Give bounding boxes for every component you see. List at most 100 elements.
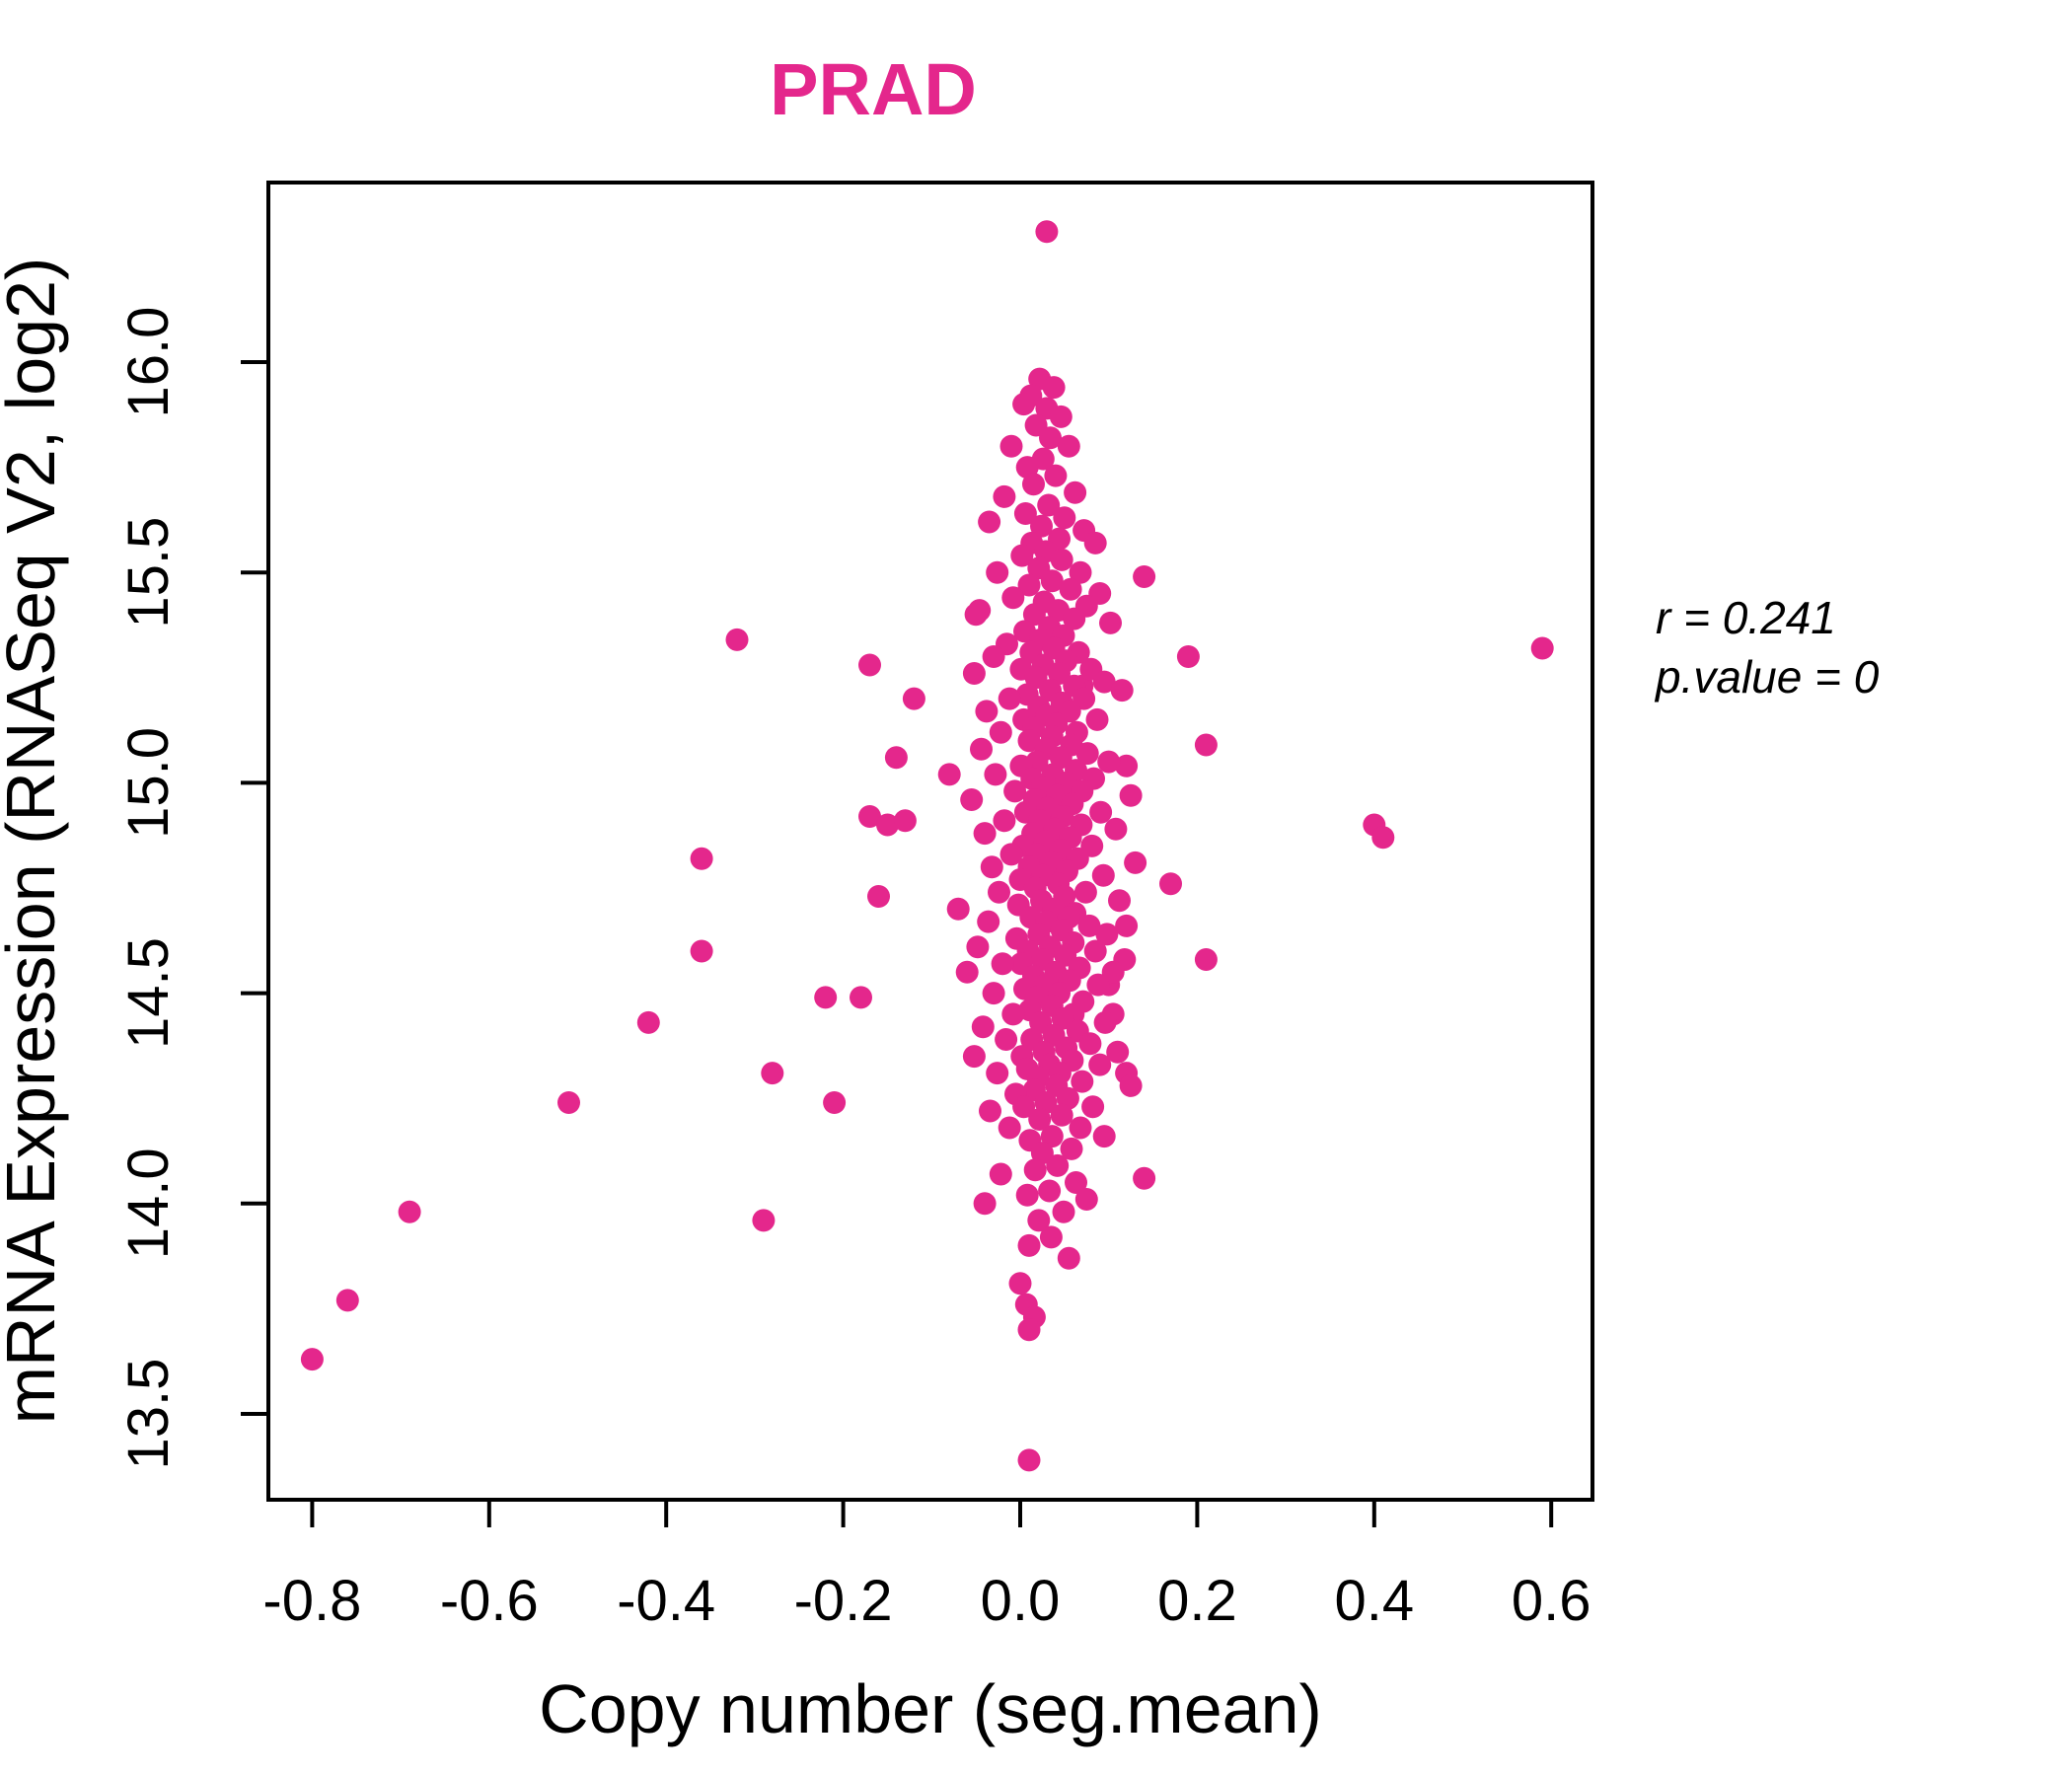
data-point (1049, 746, 1073, 770)
data-point (1028, 1108, 1052, 1131)
data-point (1023, 1158, 1047, 1182)
data-point (1083, 939, 1107, 963)
data-point (1012, 1095, 1036, 1119)
data-point (823, 1091, 847, 1114)
pvalue-annotation: p.value = 0 (1654, 651, 1880, 703)
data-point (970, 737, 993, 761)
data-point (1040, 569, 1064, 593)
data-point (1092, 670, 1116, 694)
data-point (1022, 473, 1045, 496)
data-point (1057, 1246, 1080, 1270)
y-tick-label: 16.0 (116, 307, 181, 418)
data-point (946, 897, 970, 921)
data-point (636, 1010, 660, 1034)
data-point (1065, 1171, 1087, 1194)
data-point (1133, 1166, 1156, 1190)
data-point (1371, 826, 1395, 850)
data-point (1083, 531, 1107, 555)
data-point (725, 628, 749, 651)
data-point (1119, 1073, 1143, 1097)
data-point (1017, 573, 1041, 597)
data-point (1042, 376, 1066, 400)
data-point (761, 1062, 784, 1085)
data-point (962, 662, 986, 685)
data-point (902, 687, 925, 710)
data-point (968, 599, 992, 623)
data-point (858, 653, 881, 677)
correlation-annotation: r = 0.241 (1656, 592, 1836, 643)
data-point (1071, 1070, 1094, 1093)
x-tick-label: 0.2 (1157, 1569, 1237, 1633)
data-point (557, 1091, 580, 1114)
data-point (1099, 611, 1122, 634)
x-tick-label: -0.2 (794, 1569, 893, 1633)
data-point (1027, 1209, 1051, 1232)
data-point (998, 1116, 1021, 1140)
data-point (884, 746, 908, 770)
x-tick-label: 0.6 (1512, 1569, 1591, 1633)
y-tick-label: 15.0 (116, 727, 181, 839)
data-point (335, 1289, 359, 1312)
data-point (986, 1062, 1009, 1085)
data-point (962, 1045, 986, 1069)
data-point (982, 982, 1005, 1005)
y-tick-label: 15.5 (116, 517, 181, 629)
data-point (980, 855, 1003, 879)
data-point (991, 952, 1014, 976)
data-point (1050, 1103, 1073, 1127)
data-point (1003, 779, 1027, 803)
data-point (1119, 783, 1143, 807)
data-point (989, 720, 1012, 744)
data-point (1106, 1040, 1130, 1064)
data-point (1074, 1188, 1098, 1211)
data-point (1017, 1233, 1041, 1257)
x-tick-label: 0.0 (981, 1569, 1061, 1633)
data-point (1110, 679, 1134, 703)
data-point (982, 645, 1005, 668)
data-point (1012, 393, 1036, 416)
data-point (1530, 636, 1554, 660)
data-point (1104, 817, 1128, 841)
data-point (1017, 729, 1041, 753)
scatter-points (300, 220, 1554, 1472)
data-point (752, 1209, 776, 1232)
data-point (993, 484, 1016, 508)
plot-border (266, 181, 1594, 1502)
chart-title: PRAD (770, 48, 977, 130)
y-axis-ticks: 13.5 14.0 14.5 15.0 15.5 16.0 (116, 307, 268, 1469)
data-point (814, 986, 838, 1009)
data-point (1069, 1116, 1092, 1140)
data-point (1053, 506, 1076, 530)
data-point (1115, 914, 1139, 937)
y-tick-label: 14.0 (116, 1147, 181, 1259)
y-tick-label: 14.5 (116, 937, 181, 1049)
data-point (1050, 548, 1073, 571)
x-axis-label: Copy number (seg.mean) (539, 1670, 1322, 1747)
data-point (1086, 973, 1110, 997)
data-point (1069, 560, 1092, 584)
data-point (1089, 800, 1113, 824)
data-point (977, 910, 1000, 933)
data-point (1097, 750, 1121, 774)
data-point (1159, 872, 1182, 896)
data-point (1001, 586, 1025, 610)
data-point (1194, 733, 1218, 757)
data-point (1115, 754, 1139, 777)
x-tick-label: -0.6 (440, 1569, 539, 1633)
data-point (1010, 544, 1034, 567)
x-tick-label: -0.4 (617, 1569, 715, 1633)
data-point (1052, 1200, 1075, 1223)
data-point (993, 809, 1016, 833)
data-point (986, 560, 1009, 584)
data-point (984, 763, 1007, 786)
data-point (1051, 1006, 1074, 1030)
data-point (975, 700, 999, 723)
data-point (1088, 1053, 1112, 1076)
data-point (1194, 948, 1218, 971)
data-point (955, 960, 979, 984)
data-point (1048, 662, 1071, 685)
data-point (973, 822, 997, 846)
data-point (960, 788, 984, 811)
